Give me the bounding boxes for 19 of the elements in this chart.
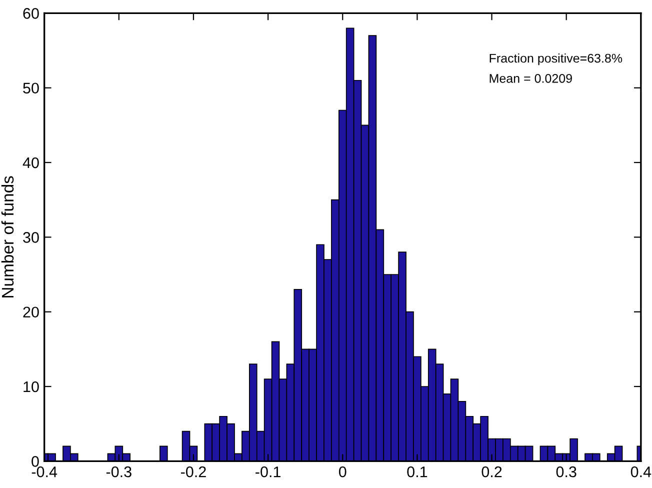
y-tick-label: 20 (23, 306, 39, 318)
annotation: Fraction positive=63.8% (490, 53, 622, 66)
y-tick-label: 40 (22, 157, 39, 168)
x-tick-label: -0.2 (180, 466, 206, 478)
y-tick-label: 60 (23, 8, 39, 19)
x-tick-label: -0.1 (256, 466, 280, 478)
y-tick-label: 10 (24, 381, 39, 392)
x-tick-label: -0.3 (106, 466, 132, 478)
y-tick-label: 30 (23, 232, 39, 243)
x-tick-label: 0 (338, 466, 346, 478)
x-tick-label: 0.4 (630, 466, 652, 478)
annotation: Mean = 0.0209 (490, 74, 572, 83)
x-tick-label: 0.3 (556, 466, 576, 478)
y-tick-label: 50 (23, 82, 39, 94)
x-tick-label: 0.2 (482, 466, 502, 478)
y-tick-label: 0 (32, 456, 39, 467)
x-tick-label: -0.4 (32, 466, 58, 478)
x-tick-label: 0.1 (407, 466, 428, 478)
y-axis-title: Number of funds (1, 176, 14, 298)
